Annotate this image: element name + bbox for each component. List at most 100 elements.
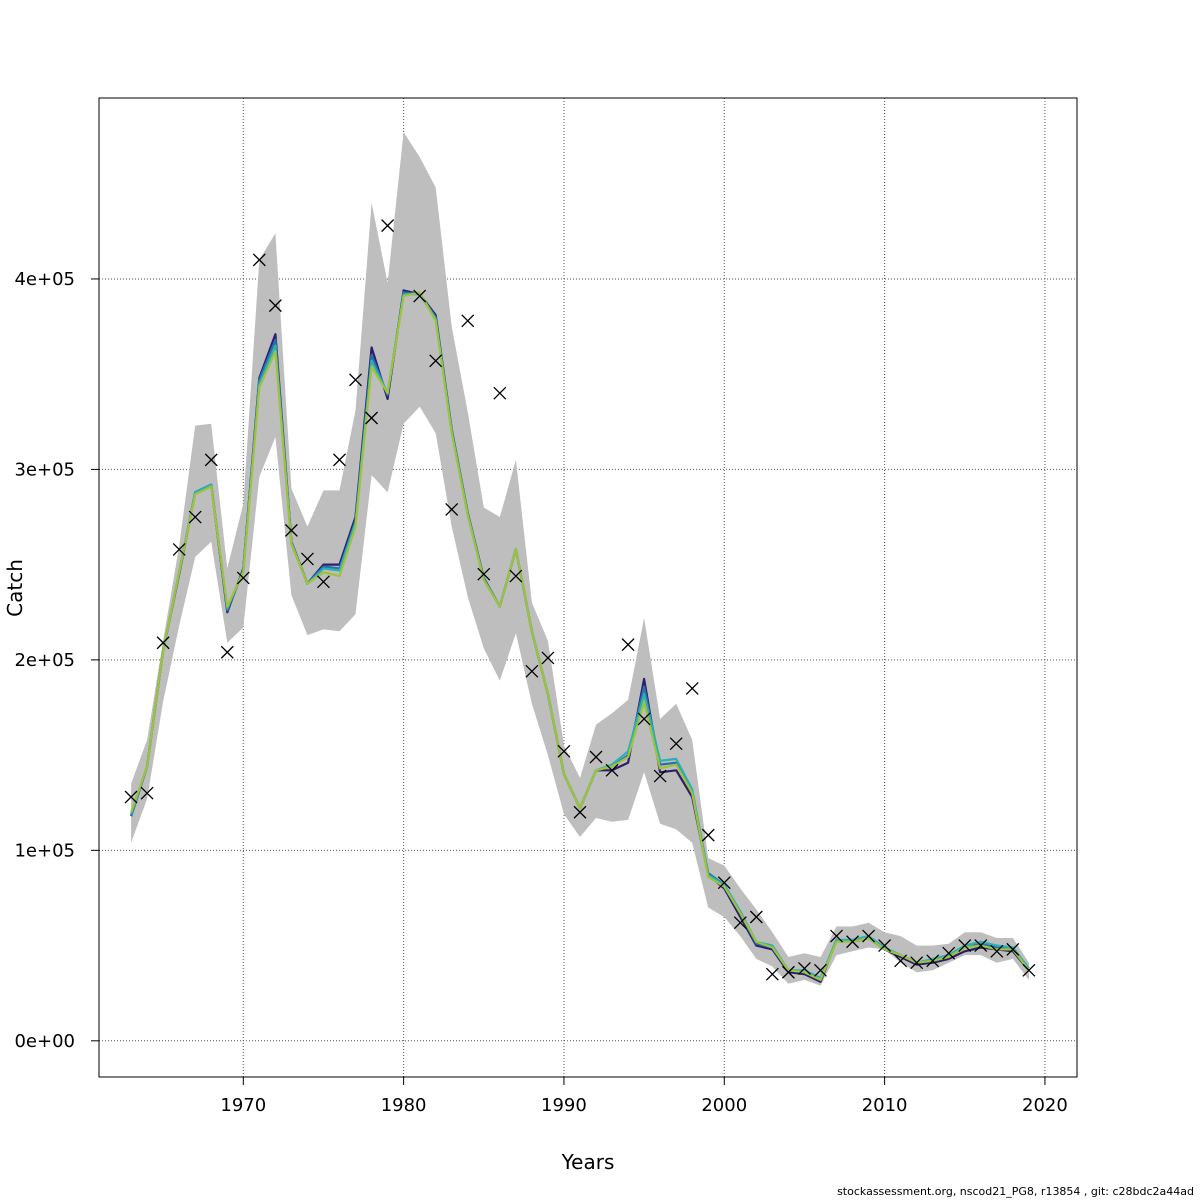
observed-point-stroke bbox=[621, 638, 635, 652]
observed-point-stroke bbox=[733, 916, 747, 930]
observed-point-stroke bbox=[862, 929, 876, 943]
observed-point-stroke bbox=[589, 750, 603, 764]
observed-point bbox=[926, 954, 940, 968]
observed-point bbox=[220, 645, 234, 659]
observed-point bbox=[653, 769, 667, 783]
observed-point bbox=[878, 939, 892, 953]
observed-point bbox=[252, 253, 266, 267]
observed-point-stroke bbox=[653, 769, 667, 783]
observed-point bbox=[172, 542, 186, 556]
observed-point-stroke bbox=[268, 299, 282, 313]
observed-points bbox=[124, 219, 1036, 981]
observed-point-stroke bbox=[204, 453, 218, 467]
observed-point bbox=[814, 963, 827, 977]
observed-point bbox=[894, 954, 908, 968]
observed-point-stroke bbox=[797, 961, 811, 975]
observed-point bbox=[846, 935, 860, 949]
observed-point-stroke bbox=[300, 552, 314, 566]
observed-point bbox=[156, 636, 170, 650]
observed-point bbox=[862, 929, 876, 943]
observed-point-stroke bbox=[701, 828, 715, 842]
observed-point-stroke bbox=[685, 681, 699, 695]
observed-point bbox=[765, 967, 779, 981]
observed-point bbox=[717, 876, 731, 890]
observed-point bbox=[701, 828, 715, 842]
observed-point-stroke bbox=[541, 651, 555, 665]
confidence-band bbox=[131, 132, 1029, 986]
observed-point-stroke bbox=[765, 967, 779, 981]
observed-point bbox=[797, 961, 811, 975]
observed-point bbox=[910, 956, 924, 970]
observed-point bbox=[573, 805, 587, 819]
observed-point-stroke bbox=[429, 354, 443, 368]
x-tick-label: 1990 bbox=[541, 1095, 587, 1116]
observed-point-stroke bbox=[156, 636, 170, 650]
observed-point bbox=[461, 314, 475, 328]
y-tick-label: 4e+05 bbox=[14, 269, 75, 290]
observed-point bbox=[445, 502, 459, 516]
observed-point-stroke bbox=[188, 510, 202, 524]
observed-point-stroke bbox=[140, 786, 154, 800]
y-axis: 0e+00 1e+05 2e+05 3e+05 4e+05 bbox=[14, 269, 99, 1052]
observed-point bbox=[685, 681, 699, 695]
observed-point bbox=[1022, 963, 1036, 977]
observed-point bbox=[204, 453, 218, 467]
x-tick-label: 1980 bbox=[381, 1095, 427, 1116]
observed-point-stroke bbox=[990, 944, 1004, 958]
observed-point bbox=[316, 575, 330, 589]
observed-point-stroke bbox=[830, 929, 843, 943]
observed-point-stroke bbox=[413, 289, 427, 303]
observed-point bbox=[637, 712, 651, 726]
observed-point-stroke bbox=[493, 386, 507, 400]
observed-point bbox=[605, 763, 619, 777]
observed-point-stroke bbox=[365, 411, 379, 425]
observed-point-stroke bbox=[557, 744, 571, 758]
observed-point-stroke bbox=[284, 523, 298, 537]
observed-point-stroke bbox=[781, 965, 795, 979]
observed-point-stroke bbox=[461, 314, 475, 328]
observed-point-stroke bbox=[894, 954, 908, 968]
observed-point bbox=[477, 567, 491, 581]
observed-point-stroke bbox=[669, 737, 683, 751]
plot-frame bbox=[98, 97, 1078, 1078]
observed-point bbox=[429, 354, 443, 368]
observed-point bbox=[365, 411, 379, 425]
y-tick-label: 2e+05 bbox=[14, 650, 75, 671]
observed-point bbox=[733, 916, 747, 930]
x-axis: 1970 1980 1990 2000 2010 2020 bbox=[220, 1077, 1068, 1116]
observed-point-stroke bbox=[477, 567, 491, 581]
observed-point-stroke bbox=[814, 963, 827, 977]
observed-point bbox=[140, 786, 154, 800]
observed-point-stroke bbox=[846, 935, 860, 949]
observed-point-stroke bbox=[349, 373, 362, 387]
observed-point-stroke bbox=[316, 575, 330, 589]
observed-point bbox=[413, 289, 427, 303]
observed-point bbox=[557, 744, 571, 758]
observed-point-stroke bbox=[525, 664, 539, 678]
observed-point bbox=[1006, 942, 1020, 956]
observed-point-stroke bbox=[926, 954, 940, 968]
observed-point-stroke bbox=[220, 645, 234, 659]
y-axis-title: Catch bbox=[3, 559, 27, 617]
observed-point-stroke bbox=[236, 571, 250, 585]
observed-point bbox=[268, 299, 282, 313]
observed-point bbox=[990, 944, 1004, 958]
observed-point bbox=[381, 219, 395, 233]
y-tick-label: 3e+05 bbox=[14, 459, 75, 480]
observed-point-stroke bbox=[333, 453, 346, 467]
observed-point bbox=[958, 939, 972, 953]
observed-point-stroke bbox=[958, 939, 972, 953]
observed-point-stroke bbox=[172, 542, 186, 556]
observed-point bbox=[493, 386, 507, 400]
x-tick-label: 1970 bbox=[220, 1095, 266, 1116]
observed-point-stroke bbox=[509, 569, 523, 583]
observed-point-stroke bbox=[124, 790, 138, 804]
observed-point bbox=[284, 523, 298, 537]
footer-credit: stockassessment.org, nscod21_PG8, r13854… bbox=[837, 1185, 1194, 1198]
x-axis-title: Years bbox=[561, 1150, 615, 1174]
y-tick-label: 0e+00 bbox=[14, 1031, 75, 1052]
observed-point-stroke bbox=[573, 805, 587, 819]
observed-point bbox=[300, 552, 314, 566]
observed-point bbox=[621, 638, 635, 652]
x-tick-label: 2010 bbox=[862, 1095, 908, 1116]
